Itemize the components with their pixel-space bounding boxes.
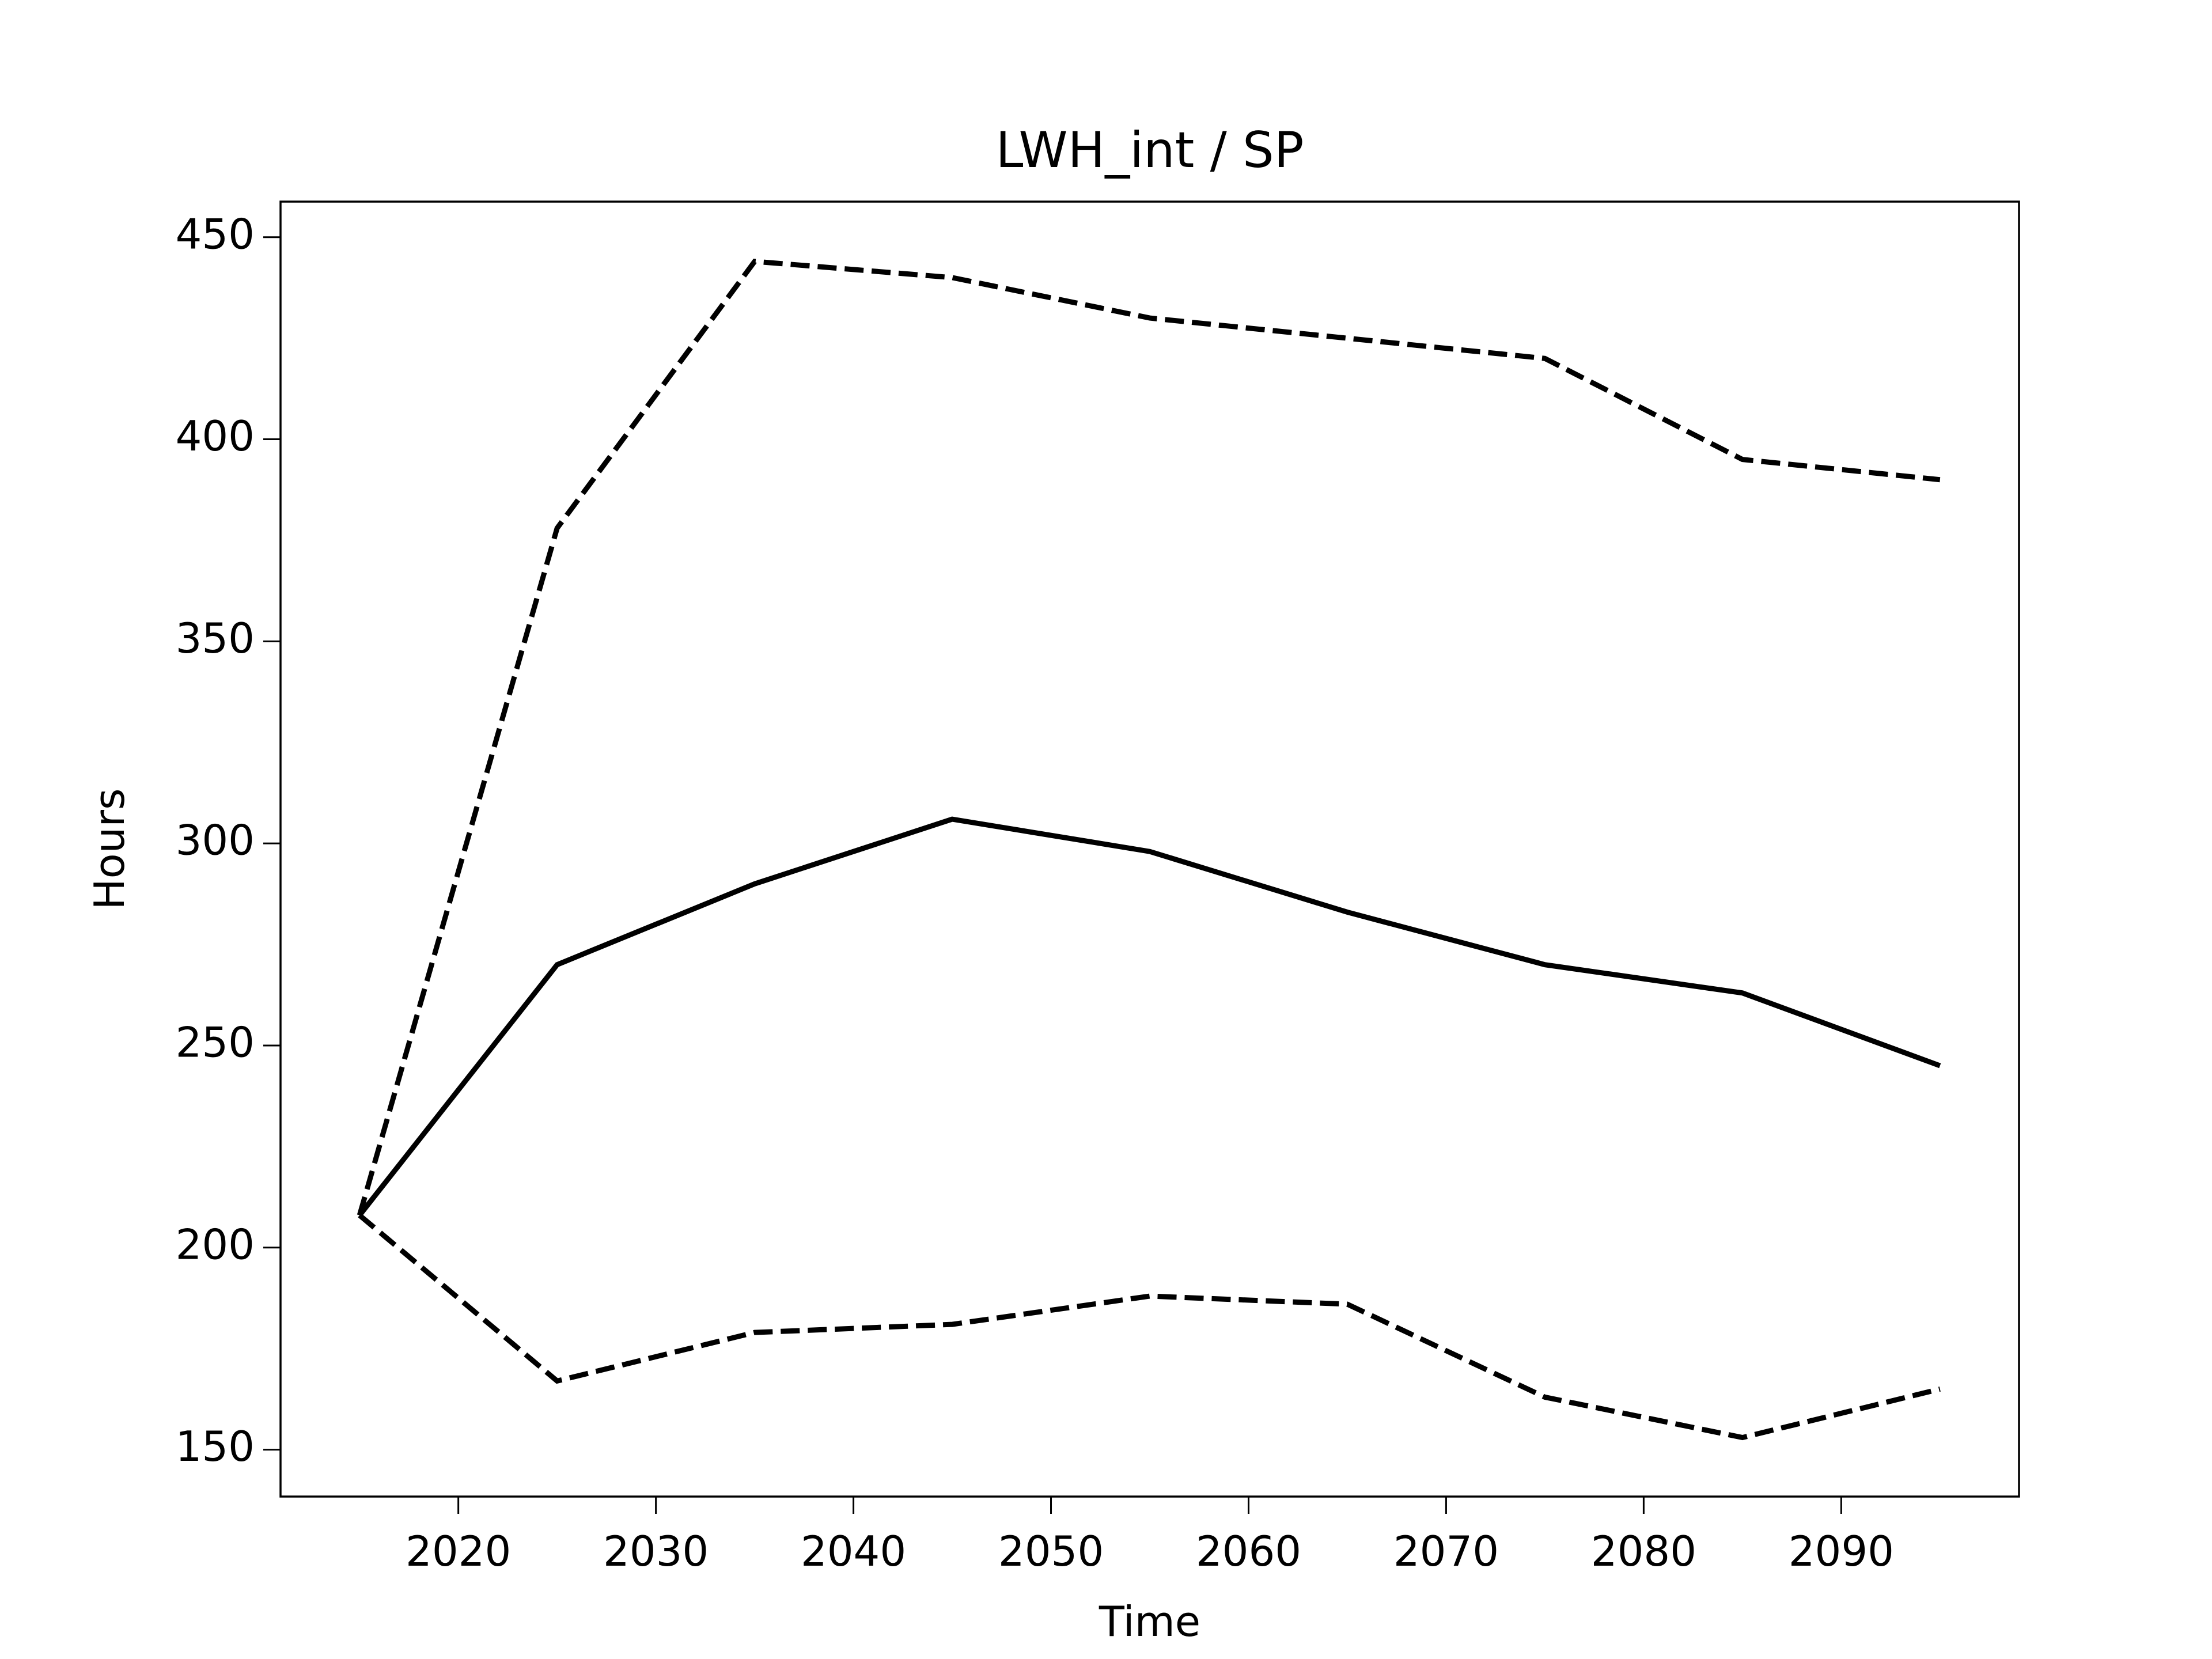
- y-tick-label: 200: [176, 1220, 255, 1268]
- y-tick-label: 400: [176, 412, 255, 460]
- y-tick-label: 350: [176, 614, 255, 662]
- x-tick-label: 2030: [603, 1527, 709, 1575]
- data-line: [357, 259, 1941, 1216]
- x-tick-label: 2060: [1196, 1527, 1301, 1575]
- y-axis-label: Hours: [85, 789, 134, 910]
- x-tick-label: 2050: [998, 1527, 1104, 1575]
- x-tick-label: 2070: [1393, 1527, 1499, 1575]
- x-tick-label: 2090: [1789, 1527, 1894, 1575]
- x-tick-label: 2020: [406, 1527, 511, 1575]
- y-tick-label: 150: [176, 1422, 255, 1471]
- y-tick-label: 450: [176, 210, 255, 258]
- x-tick-label: 2080: [1591, 1527, 1696, 1575]
- chart-title: LWH_int / SP: [996, 122, 1304, 179]
- data-line: [358, 1213, 1941, 1441]
- x-axis-label: Time: [1099, 1597, 1200, 1646]
- plot-frame: [279, 200, 2020, 1498]
- y-tick-label: 300: [176, 816, 255, 865]
- data-line: [357, 816, 1941, 1217]
- x-tick-label: 2040: [801, 1527, 906, 1575]
- y-tick-label: 250: [176, 1018, 255, 1067]
